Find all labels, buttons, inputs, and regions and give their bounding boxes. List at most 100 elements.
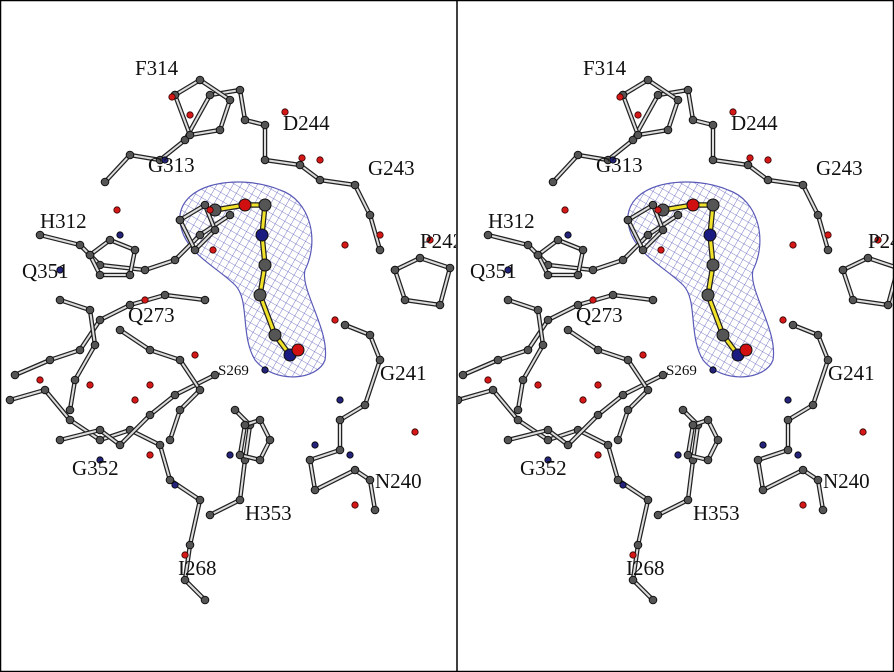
- atom: [176, 356, 184, 364]
- atom: [416, 254, 424, 262]
- nitrogen: [795, 452, 801, 458]
- ligand-atom: [717, 329, 729, 341]
- atom: [131, 246, 139, 254]
- atom: [201, 596, 209, 604]
- atom: [819, 506, 827, 514]
- atom: [684, 451, 692, 459]
- residue-label: D244: [731, 111, 778, 135]
- oxygen: [147, 452, 153, 458]
- atom: [814, 331, 822, 339]
- oxygen: [299, 155, 305, 161]
- oxygen: [780, 317, 786, 323]
- oxygen: [825, 232, 831, 238]
- residue-label: N240: [823, 469, 870, 493]
- atom: [679, 406, 687, 414]
- oxygen: [595, 452, 601, 458]
- atom: [884, 301, 892, 309]
- atom: [544, 436, 552, 444]
- ligand-atom: [259, 199, 271, 211]
- oxygen: [352, 502, 358, 508]
- atom: [96, 271, 104, 279]
- residue-label: I268: [178, 556, 217, 580]
- atom: [76, 346, 84, 354]
- atom: [784, 446, 792, 454]
- ligand-atom: [254, 289, 266, 301]
- atom: [524, 241, 532, 249]
- atom: [86, 251, 94, 259]
- atom: [196, 386, 204, 394]
- atom: [534, 306, 542, 314]
- atom: [814, 476, 822, 484]
- atom: [579, 246, 587, 254]
- atom: [186, 131, 194, 139]
- atom: [311, 486, 319, 494]
- residue-label: F314: [583, 56, 627, 80]
- oxygen: [635, 112, 641, 118]
- atom: [116, 441, 124, 449]
- atom: [674, 211, 682, 219]
- atom: [211, 226, 219, 234]
- atom: [186, 541, 194, 549]
- atom: [744, 161, 752, 169]
- oxygen: [617, 94, 623, 100]
- nitrogen: [675, 452, 681, 458]
- atom: [231, 406, 239, 414]
- atom: [191, 246, 199, 254]
- oxygen: [747, 155, 753, 161]
- oxygen: [169, 94, 175, 100]
- ligand-atom: [707, 199, 719, 211]
- atom: [824, 246, 832, 254]
- atom: [266, 436, 274, 444]
- oxygen: [187, 112, 193, 118]
- atom: [216, 126, 224, 134]
- atom: [564, 326, 572, 334]
- atom: [784, 416, 792, 424]
- ligand-atom: [259, 259, 271, 271]
- oxygen: [147, 382, 153, 388]
- oxygen: [114, 207, 120, 213]
- atom: [554, 236, 562, 244]
- atom: [614, 436, 622, 444]
- atom: [241, 421, 249, 429]
- atom: [664, 126, 672, 134]
- atom: [709, 121, 717, 129]
- oxygen: [87, 382, 93, 388]
- residue-label: G313: [596, 153, 643, 177]
- oxygen: [800, 502, 806, 508]
- atom: [156, 441, 164, 449]
- atom: [849, 296, 857, 304]
- atom: [146, 411, 154, 419]
- atom: [704, 416, 712, 424]
- atom: [634, 541, 642, 549]
- atom: [351, 181, 359, 189]
- atom: [539, 341, 547, 349]
- residue-label: H353: [693, 501, 740, 525]
- atom: [644, 231, 652, 239]
- atom: [549, 178, 557, 186]
- residue-label: I268: [626, 556, 665, 580]
- atom: [296, 161, 304, 169]
- atom: [106, 236, 114, 244]
- atom: [366, 211, 374, 219]
- residue-label: G243: [368, 156, 415, 180]
- oxygen: [580, 397, 586, 403]
- residue-label: Q273: [576, 303, 623, 327]
- atom: [101, 178, 109, 186]
- atom: [376, 246, 384, 254]
- nitrogen: [565, 232, 571, 238]
- atom: [624, 356, 632, 364]
- nitrogen: [262, 367, 268, 373]
- residue-label: G241: [380, 361, 427, 385]
- atom: [574, 151, 582, 159]
- atom: [709, 156, 717, 164]
- atom: [11, 371, 19, 379]
- oxygen: [658, 247, 664, 253]
- atom: [201, 296, 209, 304]
- oxygen: [655, 207, 661, 213]
- atom: [504, 296, 512, 304]
- atom: [814, 211, 822, 219]
- atom: [459, 371, 467, 379]
- atom: [261, 156, 269, 164]
- atom: [446, 264, 454, 272]
- oxygen: [317, 157, 323, 163]
